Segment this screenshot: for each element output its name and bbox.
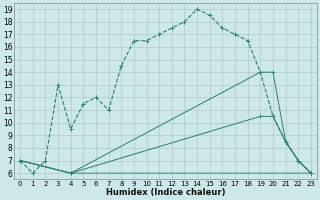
X-axis label: Humidex (Indice chaleur): Humidex (Indice chaleur) bbox=[106, 188, 225, 197]
